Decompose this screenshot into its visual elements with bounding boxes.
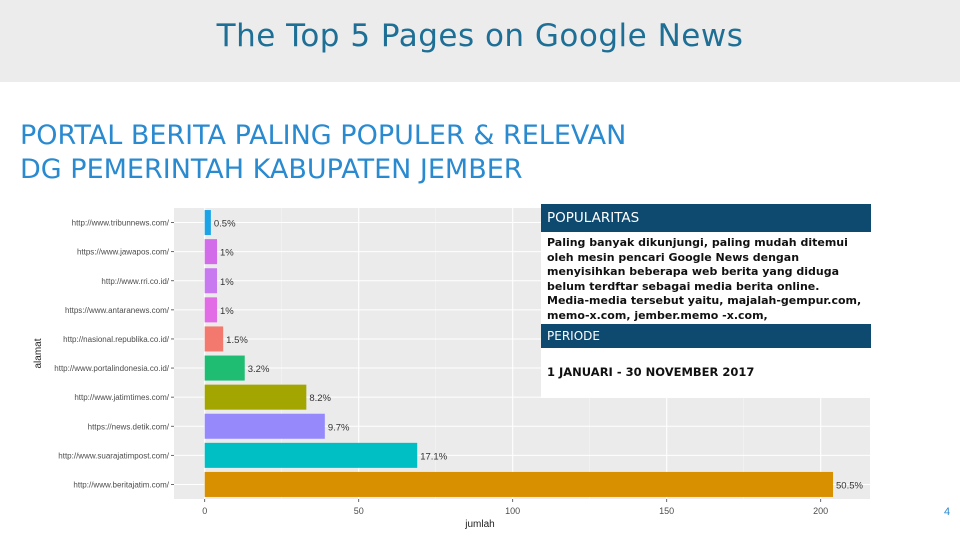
heading-line-2: DG PEMERINTAH KABUPATEN JEMBER [20,154,523,185]
title-band [0,0,960,82]
data-label: 0.5% [214,219,236,230]
y-axis-title: alamat [33,338,44,368]
data-label: 1% [220,277,234,288]
heading-line-1: PORTAL BERITA PALING POPULER & RELEVAN [20,120,627,151]
data-label: 17.1% [420,451,447,462]
y-tick-label: http://www.jatimtimes.com/ [74,393,169,402]
bar [204,413,325,439]
bar [204,442,418,468]
y-tick-label: http://www.beritajatim.com/ [73,480,169,489]
bar [204,355,245,381]
data-label: 50.5% [836,480,863,491]
x-tick-label: 0 [202,506,207,516]
bar [204,268,218,294]
x-axis-title: jumlah [464,519,494,530]
bar [204,326,224,352]
data-label: 3.2% [248,364,270,375]
y-tick-label: http://nasional.republika.co.id/ [63,335,170,344]
data-label: 9.7% [328,422,350,433]
popularitas-header: POPULARITAS [541,204,871,232]
page-number: 4 [944,506,951,518]
x-tick-label: 50 [354,506,364,516]
data-label: 1.5% [226,335,248,346]
y-tick-label: http://www.portalindonesia.co.id/ [54,364,170,373]
data-label: 8.2% [309,393,331,404]
data-label: 1% [220,248,234,259]
y-tick-label: http://www.suarajatimpost.com/ [58,451,169,460]
y-tick-label: http://www.rri.co.id/ [101,277,169,286]
periode-header: PERIODE [541,324,871,348]
x-tick-label: 150 [659,506,674,516]
bar [204,471,834,497]
y-tick-label: https://www.antaranews.com/ [65,306,170,315]
bar [204,239,218,265]
bar [204,210,211,236]
y-tick-label: https://www.jawapos.com/ [77,248,170,257]
y-tick-label: http://www.tribunnews.com/ [72,219,170,228]
popularitas-body: Paling banyak dikunjungi, paling mudah d… [541,232,871,337]
y-tick-label: https://news.detik.com/ [88,422,170,431]
data-label: 1% [220,306,234,317]
x-tick-label: 100 [505,506,520,516]
periode-value: 1 JANUARI - 30 NOVEMBER 2017 [541,348,871,398]
bar [204,297,218,323]
bar [204,384,307,410]
slide-title: The Top 5 Pages on Google News [216,18,744,54]
x-tick-label: 200 [813,506,828,516]
